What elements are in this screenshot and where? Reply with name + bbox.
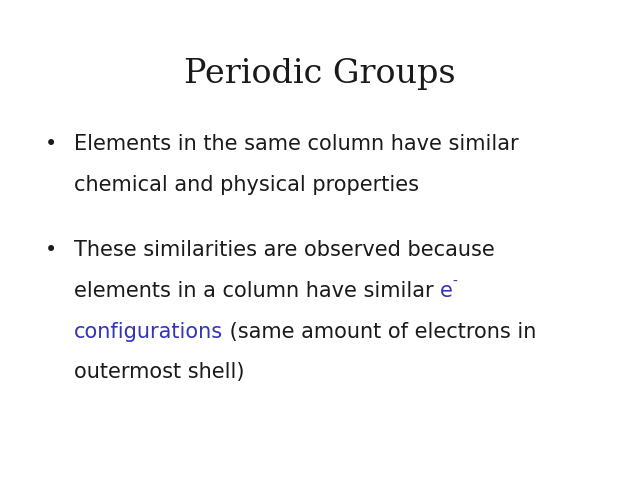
Text: Periodic Groups: Periodic Groups — [184, 58, 456, 90]
Text: Elements in the same column have similar: Elements in the same column have similar — [74, 134, 518, 155]
Text: chemical and physical properties: chemical and physical properties — [74, 175, 419, 195]
Text: elements in a column have similar: elements in a column have similar — [74, 281, 440, 301]
Text: e: e — [440, 281, 452, 301]
Text: (same amount of electrons in: (same amount of electrons in — [223, 322, 536, 342]
Text: configurations: configurations — [74, 322, 223, 342]
Text: -: - — [452, 275, 458, 289]
Text: •: • — [45, 240, 57, 260]
Text: These similarities are observed because: These similarities are observed because — [74, 240, 494, 260]
Text: •: • — [45, 134, 57, 155]
Text: outermost shell): outermost shell) — [74, 362, 244, 383]
